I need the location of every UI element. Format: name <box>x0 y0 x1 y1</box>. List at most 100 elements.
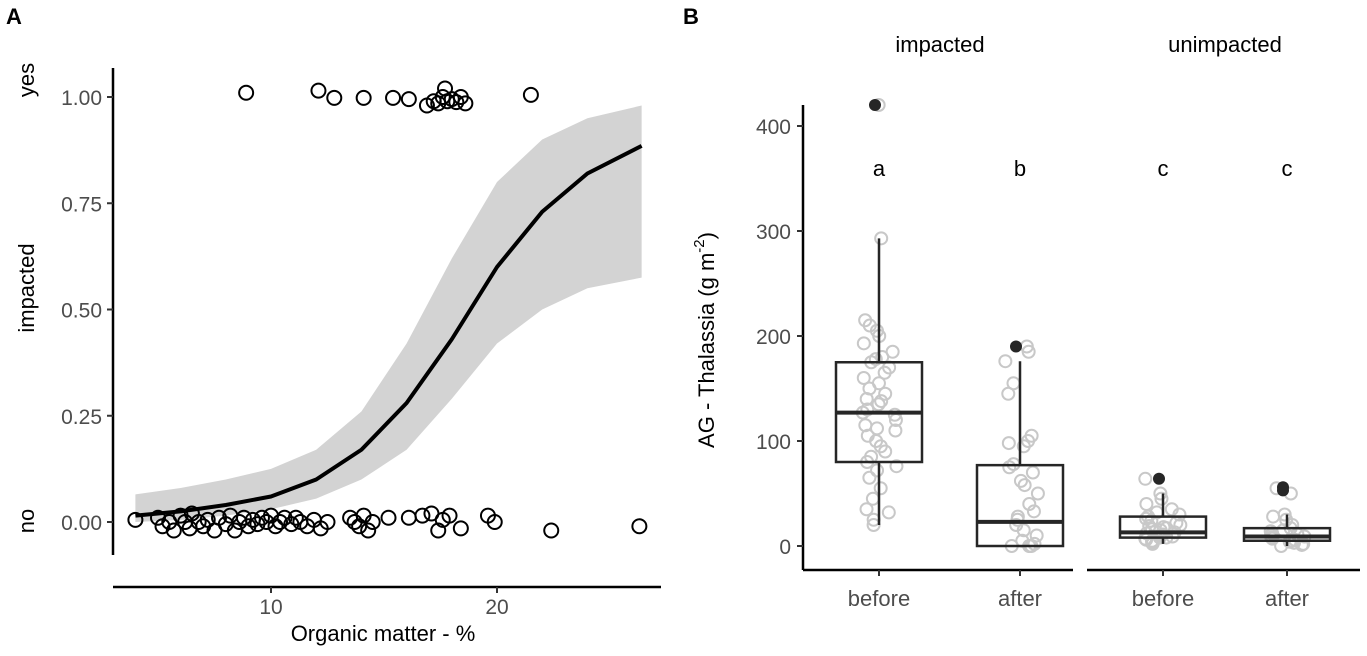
jitter-point <box>878 386 893 401</box>
x-tick-label: 20 <box>485 596 508 619</box>
panel-label-a: A <box>6 4 22 29</box>
y-tick-label: 0.50 <box>61 300 102 323</box>
jitter-point <box>887 407 902 422</box>
jitter-point <box>1016 523 1031 538</box>
jitter-point <box>870 463 885 478</box>
jitter-point <box>1266 509 1281 524</box>
data-point <box>319 514 336 530</box>
data-point <box>631 518 648 535</box>
data-point <box>235 509 252 526</box>
outlier-point <box>869 99 881 111</box>
data-point <box>385 89 402 106</box>
outlier-point <box>1277 481 1289 494</box>
x-tick-label: after <box>1265 586 1309 611</box>
panel-b-plot: impacted a before b after unimpacted c before c a… <box>756 32 1360 611</box>
jitter-point <box>1017 478 1032 493</box>
jitter-point <box>1002 460 1017 475</box>
y-tick-label: 200 <box>756 326 791 349</box>
data-point <box>400 91 417 108</box>
data-point <box>380 509 397 526</box>
jitter-point <box>862 470 877 485</box>
data-point <box>253 509 270 526</box>
jitter-point <box>871 397 886 412</box>
y-axis-label-b-sup: -2 <box>691 239 708 252</box>
jitter-point <box>881 505 896 520</box>
y-category-no: no <box>14 509 39 533</box>
significance-letter: c <box>1158 156 1169 181</box>
y-tick-label: 0.25 <box>61 406 102 429</box>
jitter-point <box>889 459 904 474</box>
jitter-point <box>1265 531 1280 546</box>
data-point <box>414 507 431 524</box>
jitter-point <box>1016 439 1031 454</box>
outlier-point <box>1010 340 1022 353</box>
jitter-point <box>859 502 874 517</box>
data-point <box>127 511 144 528</box>
y-tick-label: 1.00 <box>61 87 102 110</box>
x-tick-label: before <box>848 586 910 611</box>
fit-line <box>135 144 643 518</box>
jitter-point <box>1294 537 1309 552</box>
x-axis-label-a: Organic matter - % <box>291 621 476 646</box>
jitter-point <box>878 444 893 459</box>
data-point <box>457 95 474 112</box>
significance-letter: c <box>1282 156 1293 181</box>
y-category-yes: yes <box>14 63 39 97</box>
data-point <box>355 89 372 106</box>
data-point <box>267 518 284 535</box>
y-tick-label: 0.00 <box>61 512 102 535</box>
x-tick-label: after <box>998 586 1042 611</box>
jitter-point <box>877 365 892 380</box>
data-point <box>287 509 304 526</box>
data-point <box>441 507 458 524</box>
jitter-point <box>1139 497 1154 511</box>
jitter-point <box>1001 436 1016 451</box>
y-tick-label: 300 <box>756 221 791 244</box>
jitter-point <box>1021 344 1036 359</box>
jitter-point <box>874 394 889 409</box>
data-point <box>310 82 327 99</box>
data-point <box>238 84 255 101</box>
jitter-point <box>873 481 888 496</box>
jitter-point <box>1001 386 1016 401</box>
confidence-band <box>135 105 642 522</box>
jitter-point <box>998 354 1013 369</box>
data-point <box>452 520 469 537</box>
jitter-point <box>1025 465 1040 480</box>
data-point <box>364 514 381 530</box>
jitter-point <box>856 371 871 385</box>
data-point <box>190 514 207 530</box>
jitter-point <box>1010 512 1025 527</box>
data-point <box>430 522 447 539</box>
box <box>975 463 1065 548</box>
jitter-point <box>1154 491 1169 506</box>
y-axis-label-a: impacted <box>14 243 39 332</box>
data-point <box>434 89 451 105</box>
data-point <box>522 86 539 103</box>
data-point <box>326 89 343 106</box>
jitter-point <box>1022 497 1037 511</box>
jitter-point <box>888 423 903 438</box>
jitter-point <box>1153 486 1168 501</box>
data-point <box>272 514 289 530</box>
data-point <box>360 522 377 539</box>
jitter-point <box>1030 486 1045 501</box>
y-axis-label-b: AG - Thalassia (g m-2) <box>691 232 719 448</box>
box <box>1242 526 1332 543</box>
significance-letter: b <box>1014 156 1026 181</box>
jitter-point <box>1172 507 1187 522</box>
facet-label: unimpacted <box>1168 32 1282 57</box>
panel-a-plot: 0.00 0.25 0.50 0.75 1.00 10 20 <box>61 68 661 619</box>
outlier-point <box>1153 472 1165 485</box>
data-point <box>448 94 465 111</box>
y-tick-label: 400 <box>756 116 791 139</box>
jitter-point <box>1013 473 1028 488</box>
data-point <box>486 514 503 530</box>
jitter-point <box>1026 504 1041 519</box>
panel-label-b: B <box>683 4 699 29</box>
box <box>1118 515 1208 539</box>
y-tick-label: 0 <box>779 536 791 559</box>
jitter-point <box>856 336 871 351</box>
jitter-point <box>874 231 889 246</box>
